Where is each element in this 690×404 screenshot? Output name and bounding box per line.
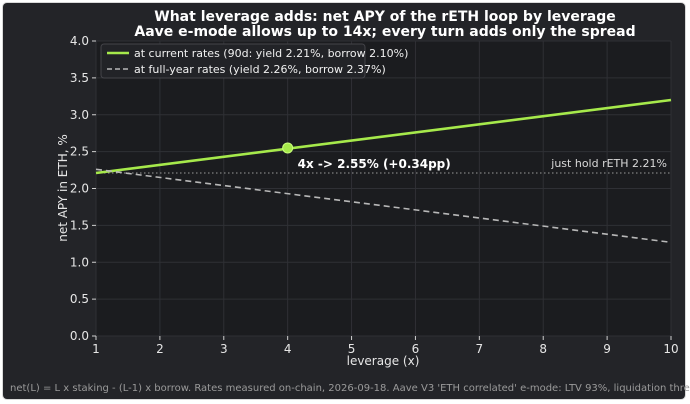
x-tick-label: 5 [348, 342, 356, 356]
series-line-current-rates [95, 98, 672, 175]
x-tick-label: 3 [220, 342, 228, 356]
hold-reference-label: just hold rETH 2.21% [550, 157, 667, 170]
x-tick-label: 10 [663, 342, 678, 356]
legend-label-full-year: at full-year rates (yield 2.26%, borrow … [134, 63, 386, 76]
y-tick-label: 2.0 [70, 182, 89, 196]
footnote: net(L) = L x staking - (L-1) x borrow. R… [10, 383, 690, 394]
y-axis-ticks: 0.0 0.5 1.0 1.5 2.0 2.5 3.0 3.5 4.0 [70, 34, 96, 343]
x-tick-label: 7 [476, 342, 484, 356]
y-tick-label: 3.0 [70, 108, 89, 122]
y-axis-label: net APY in ETH, % [56, 134, 70, 242]
legend-label-current: at current rates (90d: yield 2.21%, borr… [134, 47, 408, 60]
x-tick-label: 6 [412, 342, 420, 356]
y-tick-label: 4.0 [70, 34, 89, 48]
x-tick-label: 9 [603, 342, 611, 356]
y-tick-label: 2.5 [70, 145, 89, 159]
y-tick-label: 1.0 [70, 255, 89, 269]
legend-box [100, 43, 366, 79]
series-line-full-year-rates [95, 168, 672, 244]
highlight-point [282, 142, 294, 154]
x-axis-ticks: 1 2 3 4 5 6 7 8 9 10 [92, 336, 679, 356]
y-tick-label: 1.5 [70, 218, 89, 232]
legend: at current rates (90d: yield 2.21%, borr… [100, 43, 408, 79]
grid [95, 40, 672, 337]
x-axis-label: leverage (x) [347, 354, 420, 368]
series-layer [95, 98, 672, 244]
y-tick-label: 0.0 [70, 329, 89, 343]
y-tick-label: 0.5 [70, 292, 89, 306]
y-tick-label: 3.5 [70, 71, 89, 85]
x-tick-label: 8 [539, 342, 547, 356]
x-tick-label: 4 [284, 342, 292, 356]
chart-title: What leverage adds: net APY of the rETH … [154, 9, 615, 25]
highlight-label: 4x -> 2.55% (+0.34pp) [298, 157, 451, 171]
x-tick-label: 1 [92, 342, 100, 356]
chart-subtitle: Aave e-mode allows up to 14x; every turn… [134, 24, 635, 40]
x-tick-label: 2 [156, 342, 164, 356]
